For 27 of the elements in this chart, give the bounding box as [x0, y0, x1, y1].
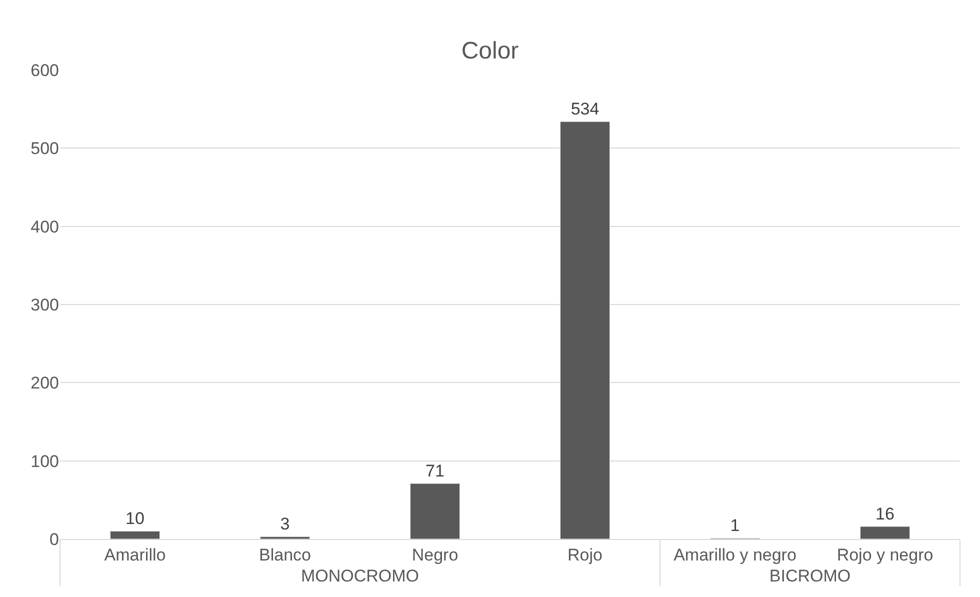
y-tick-label: 0 [50, 530, 59, 549]
x-tick-label: Negro [412, 545, 458, 564]
y-tick-label: 300 [30, 295, 59, 314]
x-tick-label: Amarillo [104, 545, 166, 564]
data-label: 3 [280, 514, 290, 534]
data-label: 71 [426, 462, 444, 480]
bar [260, 536, 310, 539]
bar [860, 526, 910, 539]
data-label: 10 [126, 509, 144, 528]
y-tick-label: 200 [30, 374, 59, 393]
y-tick-label: 600 [30, 60, 59, 80]
data-label: 534 [570, 100, 600, 119]
data-label: 16 [876, 504, 894, 524]
bar [410, 483, 460, 539]
chart-title: Color [461, 38, 519, 65]
text: BICROMO [769, 566, 851, 586]
text: MONOCROMO [300, 566, 420, 586]
bar [560, 121, 610, 539]
x-tick-label: Rojo y negro [836, 545, 934, 564]
x-tick-label: Amarillo y negro [674, 545, 796, 564]
bar [110, 530, 160, 539]
x-tick-label: Rojo [568, 545, 602, 564]
y-tick-label: 100 [30, 452, 59, 471]
data-label: 1 [730, 516, 740, 536]
y-tick-label: 400 [30, 217, 59, 236]
x-tick-label: Blanco [259, 545, 311, 564]
y-tick-label: 500 [30, 139, 59, 158]
